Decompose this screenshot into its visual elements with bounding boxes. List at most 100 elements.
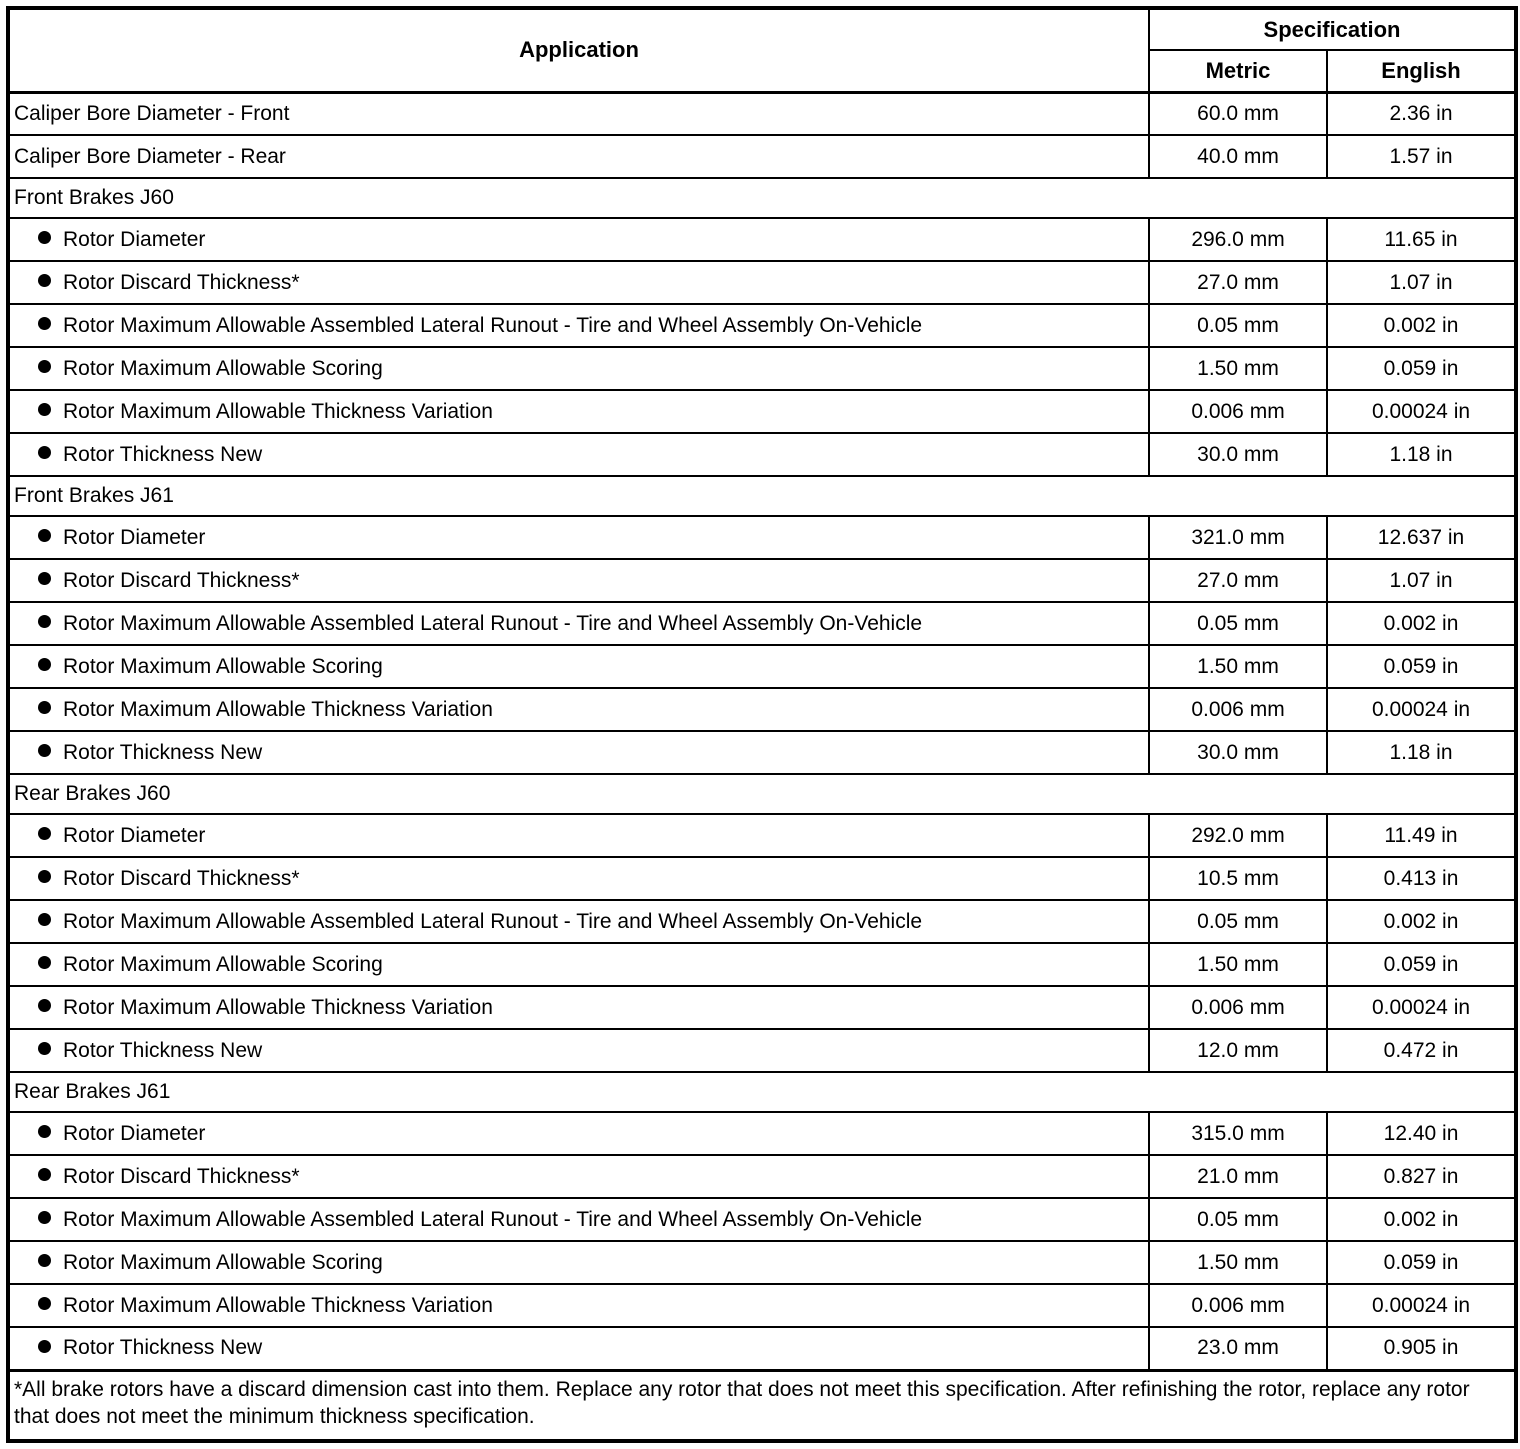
application-label: Rotor Maximum Allowable Assembled Latera… — [63, 909, 923, 933]
table-row: Rotor Maximum Allowable Assembled Latera… — [7, 601, 1518, 646]
application-cell: Rotor Maximum Allowable Assembled Latera… — [7, 899, 1150, 944]
column-header-application: Application — [7, 7, 1150, 94]
section-header-row: Front Brakes J60 — [6, 177, 1518, 219]
english-value-cell: 12.40 in — [1325, 1111, 1518, 1156]
metric-value-cell: 0.006 mm — [1148, 389, 1328, 434]
application-cell: Rotor Discard Thickness* — [7, 856, 1150, 901]
english-value-cell: 0.00024 in — [1325, 1283, 1518, 1328]
table-header: Application Specification Metric English — [7, 7, 1518, 94]
table-row: Rotor Maximum Allowable Thickness Variat… — [7, 389, 1518, 434]
metric-value-cell: 1.50 mm — [1148, 1240, 1328, 1285]
table-row: Rotor Maximum Allowable Scoring 1.50 mm 0.… — [7, 942, 1518, 987]
metric-value-cell: 60.0 mm — [1148, 91, 1328, 136]
metric-value-cell: 0.006 mm — [1148, 687, 1328, 732]
metric-value-cell: 12.0 mm — [1148, 1028, 1328, 1073]
table-row: Rotor Maximum Allowable Assembled Latera… — [7, 1197, 1518, 1242]
metric-value-cell: 10.5 mm — [1148, 856, 1328, 901]
application-label: Caliper Bore Diameter - Rear — [14, 144, 286, 168]
bullet-icon — [38, 572, 51, 586]
specification-table: Application Specification Metric English… — [6, 6, 1519, 1443]
application-cell: Rotor Discard Thickness* — [7, 1154, 1150, 1199]
table-row: Rotor Maximum Allowable Thickness Variat… — [7, 687, 1518, 732]
metric-value-cell: 0.006 mm — [1148, 985, 1328, 1030]
section-header-label: Rear Brakes J60 — [6, 773, 1518, 815]
application-cell: Rotor Maximum Allowable Scoring — [7, 644, 1150, 689]
english-value-cell: 0.905 in — [1325, 1326, 1518, 1371]
english-value-cell: 12.637 in — [1325, 515, 1518, 560]
application-label: Caliper Bore Diameter - Front — [14, 101, 290, 125]
bullet-icon — [38, 446, 51, 460]
application-cell: Rotor Maximum Allowable Assembled Latera… — [7, 1197, 1150, 1242]
application-label: Rotor Maximum Allowable Assembled Latera… — [63, 313, 923, 337]
application-label: Rotor Thickness New — [63, 442, 263, 466]
section-header-row: Rear Brakes J61 — [6, 1071, 1518, 1113]
bullet-icon — [38, 1042, 51, 1056]
application-label: Rotor Discard Thickness* — [63, 270, 300, 294]
application-cell: Caliper Bore Diameter - Front — [7, 91, 1150, 136]
column-header-english: English — [1325, 49, 1518, 94]
english-value-cell: 0.059 in — [1325, 346, 1518, 391]
table-row: Rotor Thickness New 23.0 mm 0.905 in — [7, 1326, 1518, 1371]
application-cell: Rotor Maximum Allowable Assembled Latera… — [7, 601, 1150, 646]
bullet-icon — [38, 701, 51, 715]
header-row-units: Metric English — [8, 49, 1518, 94]
metric-value-cell: 27.0 mm — [1148, 558, 1328, 603]
metric-value-cell: 315.0 mm — [1148, 1111, 1328, 1156]
metric-value-cell: 40.0 mm — [1148, 134, 1328, 179]
section-header-row: Front Brakes J61 — [6, 475, 1518, 517]
section-header-row: Rear Brakes J60 — [6, 773, 1518, 815]
application-label: Rotor Thickness New — [63, 1336, 263, 1360]
table-row: Rotor Discard Thickness* 27.0 mm 1.07 in — [7, 260, 1518, 305]
english-value-cell: 1.07 in — [1325, 558, 1518, 603]
table-row: Rotor Maximum Allowable Scoring 1.50 mm 0.… — [7, 1240, 1518, 1285]
bullet-icon — [38, 1125, 51, 1139]
bullet-icon — [38, 913, 51, 927]
application-cell: Rotor Maximum Allowable Thickness Variat… — [7, 985, 1150, 1030]
bullet-icon — [38, 231, 51, 245]
bullet-icon — [38, 529, 51, 543]
bullet-icon — [38, 956, 51, 970]
english-value-cell: 0.059 in — [1325, 1240, 1518, 1285]
application-label: Rotor Thickness New — [63, 1038, 263, 1062]
application-label: Rotor Diameter — [63, 525, 206, 549]
metric-value-cell: 0.05 mm — [1148, 303, 1328, 348]
application-label: Rotor Maximum Allowable Scoring — [63, 654, 383, 678]
table-row: Rotor Maximum Allowable Thickness Variat… — [7, 1283, 1518, 1328]
english-value-cell: 0.059 in — [1325, 942, 1518, 987]
application-label: Rotor Maximum Allowable Scoring — [63, 952, 383, 976]
bullet-icon — [38, 274, 51, 288]
metric-value-cell: 1.50 mm — [1148, 644, 1328, 689]
table-row: Rotor Thickness New 30.0 mm 1.18 in — [7, 432, 1518, 477]
table-row: Rotor Maximum Allowable Assembled Latera… — [7, 899, 1518, 944]
table-row: Rotor Diameter 315.0 mm 12.40 in — [7, 1111, 1518, 1156]
table-row: Rotor Thickness New 30.0 mm 1.18 in — [7, 730, 1518, 775]
metric-value-cell: 30.0 mm — [1148, 730, 1328, 775]
table-row: Rotor Maximum Allowable Assembled Latera… — [7, 303, 1518, 348]
table-row: Rotor Discard Thickness* 21.0 mm 0.827 in — [7, 1154, 1518, 1199]
table-row: Rotor Discard Thickness* 27.0 mm 1.07 in — [7, 558, 1518, 603]
english-value-cell: 0.472 in — [1325, 1028, 1518, 1073]
metric-value-cell: 1.50 mm — [1148, 346, 1328, 391]
application-cell: Rotor Discard Thickness* — [7, 260, 1150, 305]
application-label: Rotor Discard Thickness* — [63, 1164, 300, 1188]
table-row: Rotor Discard Thickness* 10.5 mm 0.413 in — [7, 856, 1518, 901]
metric-value-cell: 0.05 mm — [1148, 601, 1328, 646]
application-cell: Rotor Diameter — [7, 1111, 1150, 1156]
english-value-cell: 0.00024 in — [1325, 687, 1518, 732]
bullet-icon — [38, 403, 51, 417]
english-value-cell: 0.00024 in — [1325, 389, 1518, 434]
application-cell: Rotor Thickness New — [7, 1028, 1150, 1073]
table-row: Rotor Diameter 292.0 mm 11.49 in — [7, 813, 1518, 858]
english-value-cell: 2.36 in — [1325, 91, 1518, 136]
application-label: Rotor Maximum Allowable Assembled Latera… — [63, 611, 923, 635]
table-row: Caliper Bore Diameter - Front 60.0 mm 2.36… — [7, 91, 1518, 136]
bullet-icon — [38, 827, 51, 841]
table-row: Rotor Maximum Allowable Scoring 1.50 mm 0.… — [7, 346, 1518, 391]
table-row: Rotor Diameter 296.0 mm 11.65 in — [7, 217, 1518, 262]
metric-value-cell: 0.05 mm — [1148, 899, 1328, 944]
table-row: Rotor Thickness New 12.0 mm 0.472 in — [7, 1028, 1518, 1073]
bullet-icon — [38, 1297, 51, 1311]
application-cell: Rotor Thickness New — [7, 730, 1150, 775]
table-row: Rotor Maximum Allowable Scoring 1.50 mm 0.… — [7, 644, 1518, 689]
